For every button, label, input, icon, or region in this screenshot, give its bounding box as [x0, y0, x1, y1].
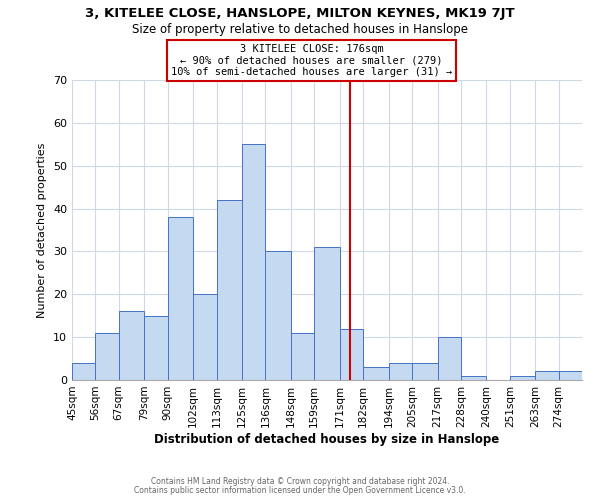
Bar: [193, 294, 217, 380]
Bar: [72, 363, 95, 380]
Bar: [412, 363, 437, 380]
Bar: [265, 252, 291, 380]
Bar: [389, 363, 412, 380]
Bar: [314, 247, 340, 380]
Bar: [119, 312, 144, 380]
Bar: [167, 217, 193, 380]
Bar: [144, 316, 167, 380]
Bar: [217, 200, 242, 380]
Bar: [437, 337, 461, 380]
Y-axis label: Number of detached properties: Number of detached properties: [37, 142, 47, 318]
Text: Contains HM Land Registry data © Crown copyright and database right 2024.: Contains HM Land Registry data © Crown c…: [151, 477, 449, 486]
Bar: [559, 372, 582, 380]
Text: Contains public sector information licensed under the Open Government Licence v3: Contains public sector information licen…: [134, 486, 466, 495]
X-axis label: Distribution of detached houses by size in Hanslope: Distribution of detached houses by size …: [154, 432, 500, 446]
Bar: [340, 328, 363, 380]
Text: Size of property relative to detached houses in Hanslope: Size of property relative to detached ho…: [132, 22, 468, 36]
Bar: [535, 372, 559, 380]
Text: 3, KITELEE CLOSE, HANSLOPE, MILTON KEYNES, MK19 7JT: 3, KITELEE CLOSE, HANSLOPE, MILTON KEYNE…: [85, 8, 515, 20]
Bar: [363, 367, 389, 380]
Bar: [95, 333, 119, 380]
Bar: [291, 333, 314, 380]
Text: 3 KITELEE CLOSE: 176sqm
← 90% of detached houses are smaller (279)
10% of semi-d: 3 KITELEE CLOSE: 176sqm ← 90% of detache…: [171, 44, 452, 77]
Bar: [242, 144, 265, 380]
Bar: [510, 376, 535, 380]
Bar: [461, 376, 487, 380]
